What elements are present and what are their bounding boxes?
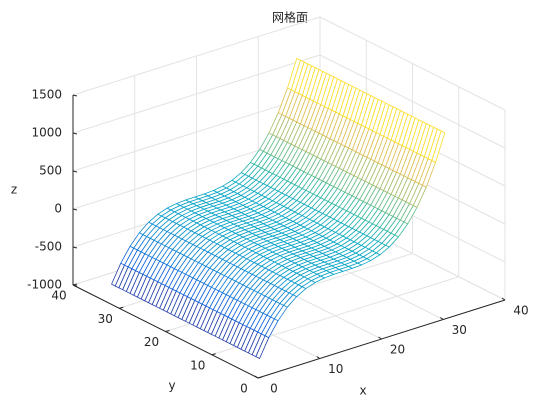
x-tick-label: 20: [390, 343, 405, 357]
y-axis-label: y: [168, 379, 175, 393]
x-axis-label: x: [359, 384, 366, 398]
y-tick-label: 10: [190, 358, 205, 372]
grid-line: [72, 92, 321, 172]
y-tick-label: 30: [98, 312, 113, 326]
z-tick-label: -500: [35, 240, 62, 254]
z-tick: [72, 170, 78, 173]
y-tick: [165, 330, 170, 332]
x-tick-label: 10: [328, 362, 343, 376]
z-tick-label: 0: [54, 202, 62, 216]
y-tick-label: 20: [144, 335, 159, 349]
grid-line: [319, 16, 506, 111]
z-tick-label: 1500: [31, 88, 62, 102]
y-tick: [211, 353, 216, 356]
mesh-cell: [283, 294, 298, 308]
x-tick: [378, 336, 382, 340]
y-tick-label: 0: [240, 382, 248, 396]
x-tick-label: 0: [270, 382, 278, 396]
x-tick: [439, 317, 444, 320]
mesh-cell: [431, 130, 446, 163]
chart-title: 网格面: [272, 10, 308, 25]
x-tick: [254, 375, 259, 379]
x-tick: [501, 297, 506, 301]
z-tick-label: 1000: [31, 126, 62, 140]
z-tick: [72, 246, 78, 249]
y-tick: [257, 376, 263, 379]
x-tick-label: 30: [452, 323, 467, 337]
z-tick: [72, 132, 78, 135]
z-tick-label: -1000: [27, 278, 62, 292]
z-tick-label: 500: [39, 164, 62, 178]
z-tick: [72, 94, 78, 97]
grid-line: [72, 16, 321, 96]
y-tick-label: 40: [51, 289, 66, 303]
grid-line: [319, 54, 506, 149]
z-tick: [72, 284, 78, 287]
z-axis-label: z: [11, 183, 17, 197]
z-tick: [72, 208, 78, 211]
y-tick: [119, 306, 124, 309]
grid-line: [72, 54, 321, 134]
x-tick-label: 40: [513, 304, 528, 318]
x-tick: [316, 356, 321, 359]
